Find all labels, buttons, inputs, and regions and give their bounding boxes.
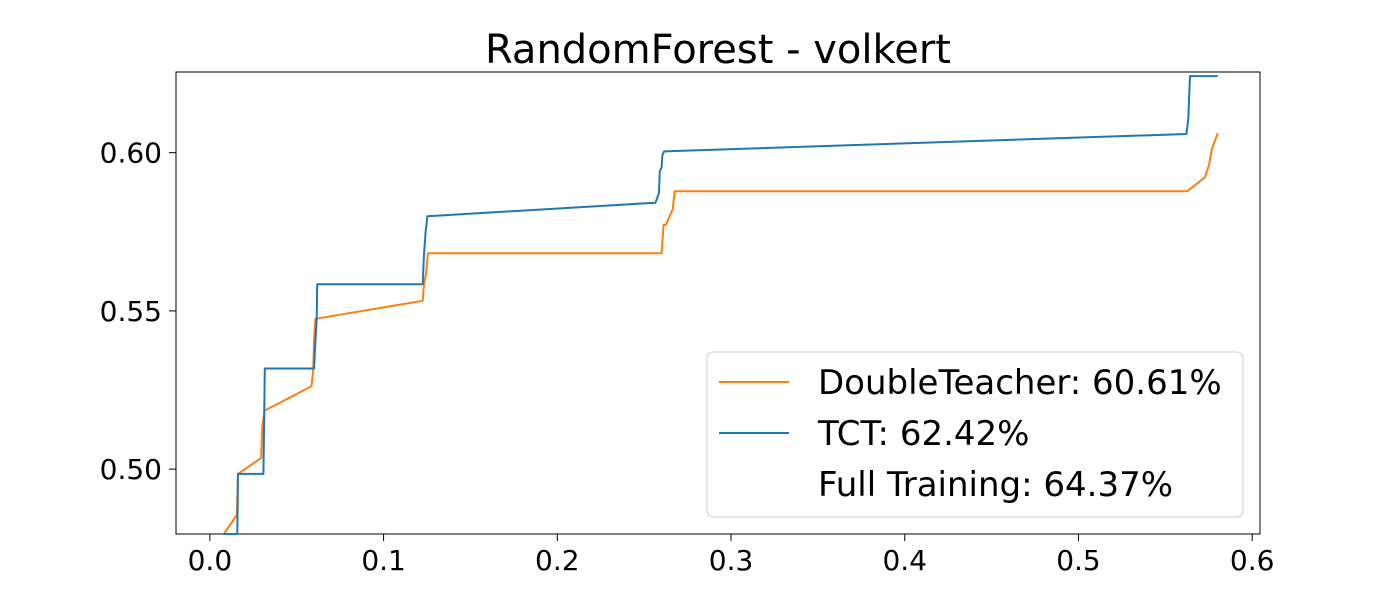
x-tick-label: 0.6 xyxy=(1230,544,1275,577)
series-lines xyxy=(222,75,1219,535)
x-tick-label: 0.4 xyxy=(882,544,927,577)
y-tick-label: 0.55 xyxy=(100,295,162,328)
x-tick-label: 0.0 xyxy=(188,544,233,577)
legend-label: DoubleTeacher: 60.61% xyxy=(818,363,1222,403)
legend: DoubleTeacher: 60.61% TCT: 62.42% Full Tra… xyxy=(706,351,1244,518)
x-tick-label: 0.5 xyxy=(1056,544,1101,577)
y-tick-label: 0.50 xyxy=(100,453,162,486)
legend-box xyxy=(706,351,1244,518)
x-tick-label: 0.3 xyxy=(709,544,754,577)
legend-label: Full Training: 64.37% xyxy=(818,465,1173,505)
chart-title: RandomForest - volkert xyxy=(485,27,951,73)
x-tick-label: 0.1 xyxy=(361,544,406,577)
legend-label: TCT: 62.42% xyxy=(817,414,1029,454)
plot-frame xyxy=(175,71,1261,535)
x-tick-label: 0.2 xyxy=(535,544,580,577)
series-line-1 xyxy=(223,75,1218,535)
series-line-0 xyxy=(222,132,1219,535)
y-tick-label: 0.60 xyxy=(100,137,162,170)
axes: 0.0 0.1 0.2 0.3 0.4 0.5 0.6 0.50 0.55 0.60 xyxy=(100,71,1275,577)
